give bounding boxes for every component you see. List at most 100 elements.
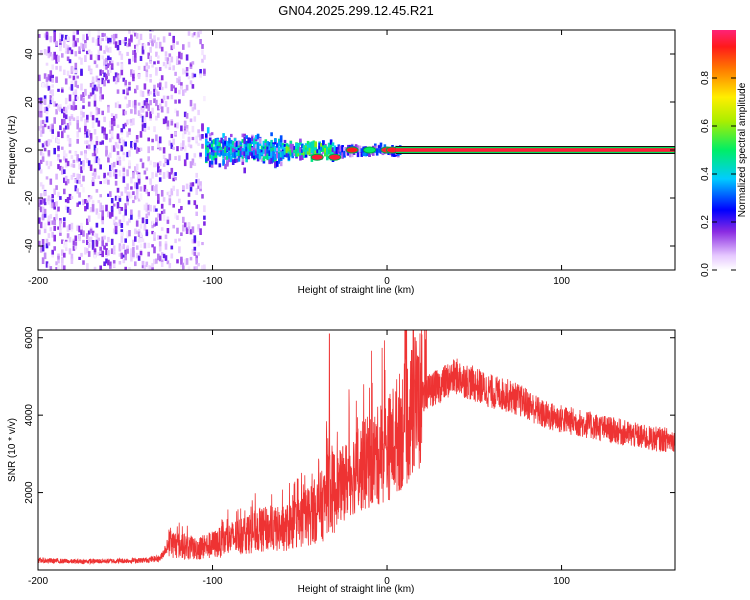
spectrogram-cell — [122, 77, 126, 82]
spectrogram-cell — [99, 164, 102, 170]
spectrogram-cell — [84, 134, 87, 138]
spectrogram-cell — [176, 227, 179, 234]
chart-title: GN04.2025.299.12.45.R21 — [278, 3, 433, 18]
spectrogram-cell — [128, 38, 131, 45]
spectrogram-cell — [61, 131, 64, 139]
spectrogram-cell — [110, 130, 114, 137]
spectrogram-cell — [158, 136, 162, 144]
spectrogram-cell — [354, 144, 358, 149]
spectrogram-cell — [103, 235, 106, 240]
spectrogram-cell — [201, 124, 204, 132]
spectrogram-cell — [82, 43, 85, 51]
spectrogram-cell — [312, 141, 316, 148]
spectrogram-cell — [191, 107, 195, 112]
spectrogram-cell — [139, 147, 143, 151]
spectrogram-cell — [272, 150, 275, 156]
spectrogram-cell — [126, 43, 129, 48]
spectrogram-cell — [178, 76, 181, 80]
spectrogram-cell — [68, 47, 72, 51]
spectrogram-cell — [157, 60, 160, 64]
spectrogram-cell — [89, 141, 93, 145]
spectrogram-cell — [143, 170, 147, 175]
spectrogram-cell — [145, 67, 149, 73]
spectrogram-cell — [258, 149, 262, 153]
spectrogram-cell — [41, 82, 45, 88]
spectrogram-cell — [233, 146, 237, 153]
spectrogram-cell — [193, 116, 197, 122]
spectrogram-cell — [59, 32, 62, 39]
spectrogram-cell — [61, 263, 64, 270]
spectrogram-cell — [237, 147, 241, 152]
spectrogram-cell — [135, 46, 139, 53]
spectrogram-cell — [166, 228, 170, 234]
spectrogram-cell — [64, 158, 68, 163]
spectrogram-cell — [86, 114, 89, 120]
spectrogram-cell — [187, 192, 191, 197]
spectrogram-cell — [180, 142, 183, 147]
spectrogram-cell — [76, 225, 79, 232]
spectrogram-cell — [168, 140, 172, 146]
spectrogram-cell — [72, 159, 76, 164]
spectrogram-cell — [84, 153, 87, 160]
spectrogram-cell — [137, 214, 141, 220]
spectrogram-cell — [53, 148, 56, 155]
spectrogram-cell — [74, 151, 78, 156]
spectrogram-cell — [39, 193, 43, 200]
spectrogram-cell — [43, 106, 47, 113]
spectrogram-cell — [72, 31, 76, 39]
spectrogram-cell — [86, 158, 89, 164]
spectrogram-cell — [180, 258, 183, 265]
spectrogram-cell — [183, 126, 187, 130]
spectrogram-cell — [377, 148, 381, 153]
spectrogram-cell — [128, 30, 131, 34]
spectrogram-cell — [55, 65, 58, 70]
spectrogram-cell — [84, 118, 87, 126]
spectrogram-cell — [97, 120, 101, 127]
spectrogram-cell — [97, 80, 101, 84]
spectrogram-cell — [212, 139, 216, 145]
spectrogram-cell — [120, 231, 124, 238]
spectrogram-cell — [254, 155, 258, 159]
spectrogram-cell — [137, 210, 141, 217]
spectrogram-cell — [218, 147, 222, 151]
steady-signal-line — [395, 146, 675, 154]
spectrogram-cell — [110, 118, 114, 125]
spectrogram-cell — [39, 150, 43, 156]
spectrogram-cell — [195, 204, 198, 209]
spectrogram-cell — [158, 78, 162, 84]
spectrogram-cell — [172, 37, 175, 43]
spectrogram-cell — [151, 64, 154, 68]
spectrogram-cell — [103, 246, 106, 250]
spectrogram-cell — [266, 144, 269, 149]
spectrogram-cell — [76, 188, 79, 194]
spectrogram-cell — [86, 140, 89, 145]
spectrogram-cell — [147, 89, 150, 94]
spectrogram-cell — [132, 247, 135, 254]
spectrogram-cell — [80, 252, 83, 257]
spectrogram-cell — [128, 150, 131, 157]
spectrogram-cell — [130, 213, 133, 220]
spectrogram-cell — [170, 245, 174, 250]
spectrogram-cell — [237, 157, 241, 162]
spectrogram-cell — [324, 144, 327, 150]
spectrogram-cell — [109, 120, 112, 128]
spectrogram-cell — [49, 161, 53, 167]
spectrogram-cell — [114, 41, 118, 48]
spectrogram-cell — [182, 224, 185, 232]
spectrogram-cell — [107, 47, 110, 53]
spectrogram-cell — [187, 200, 191, 205]
spectrogram-cell — [183, 70, 187, 74]
spectrogram-cell — [172, 177, 175, 182]
spectrogram-cell — [301, 151, 304, 157]
spectrogram-cell — [118, 253, 122, 257]
spectrogram-cell — [160, 262, 164, 267]
spectrogram-cell — [199, 73, 202, 78]
colorbar: 0.00.20.40.60.8 Normalized spectral ampl… — [700, 30, 748, 277]
spectrogram-cell — [128, 58, 131, 65]
spectrogram-cell — [63, 240, 66, 248]
spectrogram-cell — [139, 131, 143, 138]
spectrogram-cell — [101, 205, 104, 211]
spectrogram-cell — [310, 152, 314, 158]
spectrogram-cell — [49, 227, 53, 232]
spectrogram-cell — [260, 145, 264, 151]
